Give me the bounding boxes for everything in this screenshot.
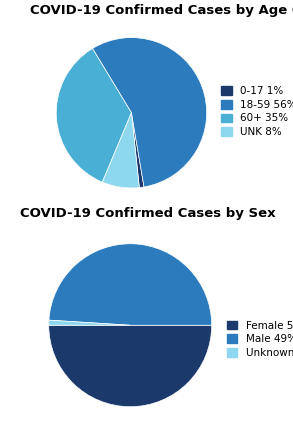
Wedge shape (102, 113, 139, 188)
Wedge shape (56, 49, 132, 182)
Wedge shape (93, 38, 207, 187)
Legend: 0-17 1%, 18-59 56%, 60+ 35%, UNK 8%: 0-17 1%, 18-59 56%, 60+ 35%, UNK 8% (219, 84, 293, 139)
Text: COVID-19 Confirmed Cases by Sex: COVID-19 Confirmed Cases by Sex (20, 207, 276, 220)
Wedge shape (49, 320, 130, 325)
Wedge shape (132, 113, 144, 187)
Wedge shape (49, 244, 212, 325)
Legend: Female 50%, Male 49%, Unknown 1%: Female 50%, Male 49%, Unknown 1% (225, 319, 293, 360)
Wedge shape (49, 325, 212, 407)
Text: COVID-19 Confirmed Cases by Age Group: COVID-19 Confirmed Cases by Age Group (30, 4, 293, 17)
